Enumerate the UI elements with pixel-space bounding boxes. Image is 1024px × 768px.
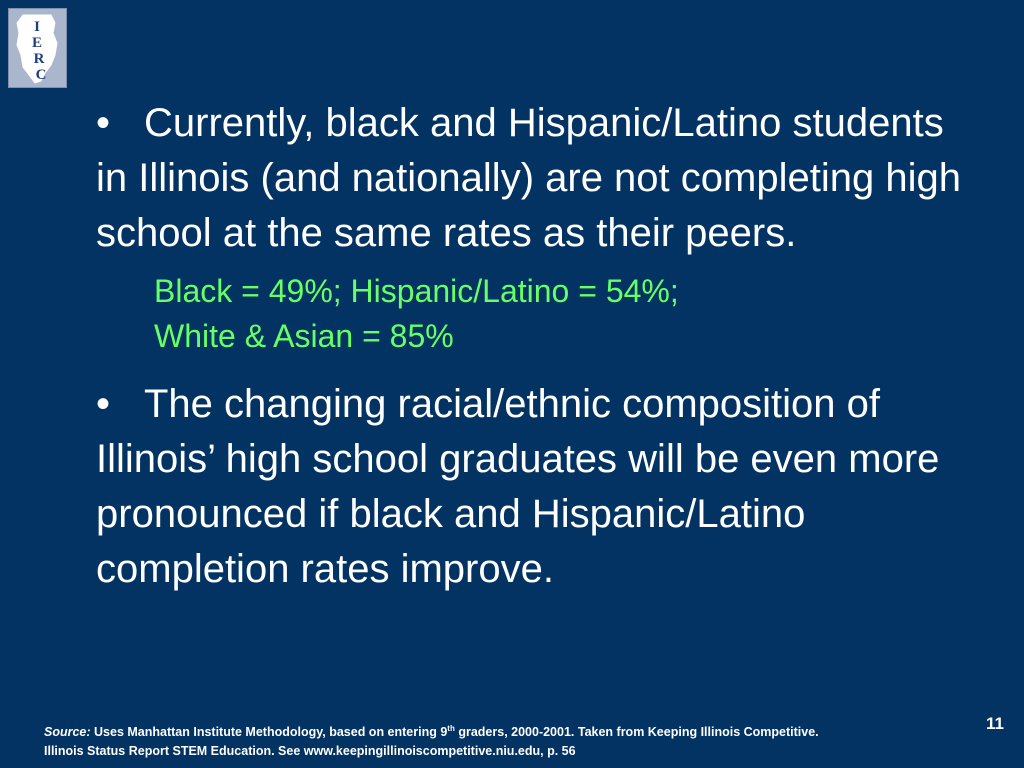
illinois-map-icon: I E R C: [16, 14, 58, 84]
logo-letter-r: R: [34, 51, 45, 67]
sub-line-rates-white-asian: White & Asian = 85%: [154, 318, 454, 354]
bullet-marker: •: [96, 101, 111, 145]
bullet-1-text: Currently, black and Hispanic/Latino stu…: [96, 101, 961, 255]
ierc-logo: I E R C: [8, 8, 67, 88]
bullet-1: • Currently, black and Hispanic/Latino st…: [96, 96, 976, 261]
bullet-2-text: The changing racial/ethnic composition o…: [96, 382, 940, 591]
source-citation: Source: Uses Manhattan Institute Methodo…: [44, 723, 964, 761]
bullet-marker: •: [96, 382, 111, 426]
bullet-2: • The changing racial/ethnic composition …: [96, 377, 976, 597]
logo-letter-i: I: [34, 19, 40, 35]
sub-line-rates-black-hispanic: Black = 49%; Hispanic/Latino = 54%;: [154, 273, 679, 309]
logo-letter-e: E: [32, 35, 42, 51]
logo-letter-c: C: [36, 67, 47, 83]
page-number: 11: [986, 714, 1004, 733]
source-superscript: th: [447, 723, 455, 733]
source-text-2: graders, 2000-2001. Taken from Keeping I…: [454, 725, 819, 739]
slide-body: • Currently, black and Hispanic/Latino st…: [96, 96, 976, 597]
source-line-2: Illinois Status Report STEM Education. S…: [44, 744, 576, 758]
source-label: Source:: [44, 725, 91, 739]
source-text-1: Uses Manhattan Institute Methodology, ba…: [90, 725, 448, 739]
